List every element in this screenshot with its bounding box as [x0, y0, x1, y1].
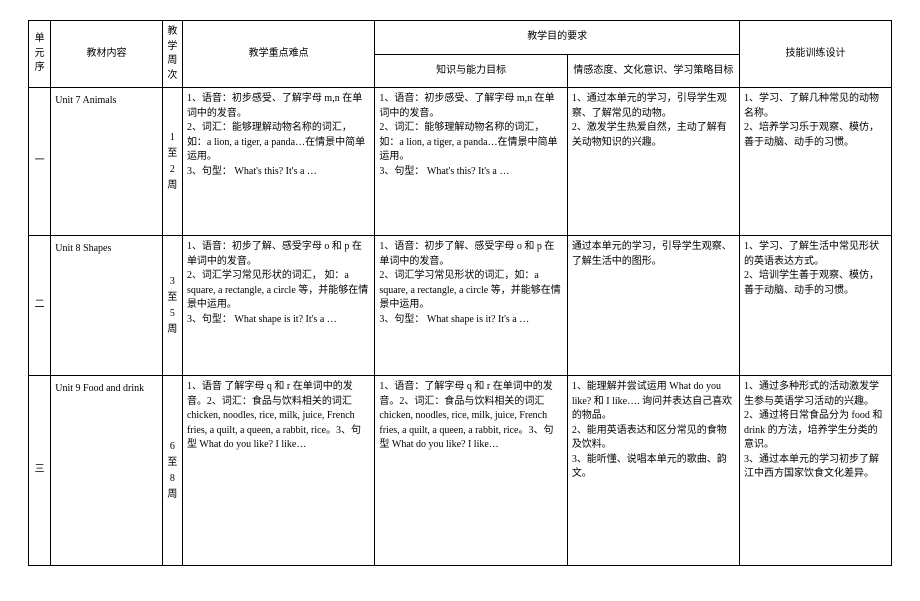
cell-focus: 1、语音：初步感受、了解字母 m,n 在单词中的发音。2、词汇：能够理解动物名称…: [182, 88, 374, 236]
cell-week: 1至2周: [162, 88, 182, 236]
cell-skill: 1、学习、了解几种常见的动物名称。2、培养学习乐于观察、模仿，善于动脑、动手的习…: [740, 88, 892, 236]
cell-title: Unit 7 Animals: [51, 88, 162, 236]
curriculum-table: 单元序 教材内容 教学周次 教学重点难点 教学目的要求 技能训练设计 知识与能力…: [28, 20, 892, 566]
cell-attitude: 1、通过本单元的学习，引导学生观察、了解常见的动物。2、激发学生热爱自然，主动了…: [567, 88, 739, 236]
page: 单元序 教材内容 教学周次 教学重点难点 教学目的要求 技能训练设计 知识与能力…: [0, 0, 920, 601]
hdr-teaching-req: 教学目的要求: [375, 21, 740, 55]
header-row-1: 单元序 教材内容 教学周次 教学重点难点 教学目的要求 技能训练设计: [29, 21, 892, 55]
cell-skill: 1、通过多种形式的活动激发学生参与英语学习活动的兴趣。2、通过将日常食品分为 f…: [740, 376, 892, 566]
table-row: 一 Unit 7 Animals 1至2周 1、语音：初步感受、了解字母 m,n…: [29, 88, 892, 236]
cell-attitude: 1、能理解并尝试运用 What do you like? 和 I like…. …: [567, 376, 739, 566]
cell-focus: 1、语音 了解字母 q 和 r 在单词中的发音。2、词汇：食品与饮料相关的词汇 …: [182, 376, 374, 566]
cell-knowledge: 1、语音：初步感受、了解字母 m,n 在单词中的发音。2、词汇：能够理解动物名称…: [375, 88, 567, 236]
cell-week: 6至8周: [162, 376, 182, 566]
table-row: 二 Unit 8 Shapes 3至5周 1、语音：初步了解、感受字母 o 和 …: [29, 236, 892, 376]
cell-week: 3至5周: [162, 236, 182, 376]
cell-title: Unit 9 Food and drink: [51, 376, 162, 566]
cell-knowledge: 1、语音：初步了解、感受字母 o 和 p 在单词中的发音。2、词汇学习常见形状的…: [375, 236, 567, 376]
cell-skill: 1、学习、了解生活中常见形状的英语表达方式。2、培训学生善于观察、模仿，善于动脑…: [740, 236, 892, 376]
hdr-textbook-content: 教材内容: [51, 21, 162, 88]
cell-attitude: 通过本单元的学习，引导学生观察、了解生活中的图形。: [567, 236, 739, 376]
hdr-focus-difficulty: 教学重点难点: [182, 21, 374, 88]
hdr-skill-design: 技能训练设计: [740, 21, 892, 88]
cell-seq: 一: [29, 88, 51, 236]
hdr-knowledge-ability: 知识与能力目标: [375, 54, 567, 88]
hdr-attitude-culture: 情感态度、文化意识、学习策略目标: [567, 54, 739, 88]
cell-seq: 二: [29, 236, 51, 376]
cell-seq: 三: [29, 376, 51, 566]
cell-focus: 1、语音：初步了解、感受字母 o 和 p 在单词中的发音。2、词汇学习常见形状的…: [182, 236, 374, 376]
table-row: 三 Unit 9 Food and drink 6至8周 1、语音 了解字母 q…: [29, 376, 892, 566]
cell-knowledge: 1、语音：了解字母 q 和 r 在单词中的发音。2、词汇：食品与饮料相关的词汇 …: [375, 376, 567, 566]
cell-title: Unit 8 Shapes: [51, 236, 162, 376]
hdr-unit-seq: 单元序: [29, 21, 51, 88]
hdr-teaching-week: 教学周次: [162, 21, 182, 88]
